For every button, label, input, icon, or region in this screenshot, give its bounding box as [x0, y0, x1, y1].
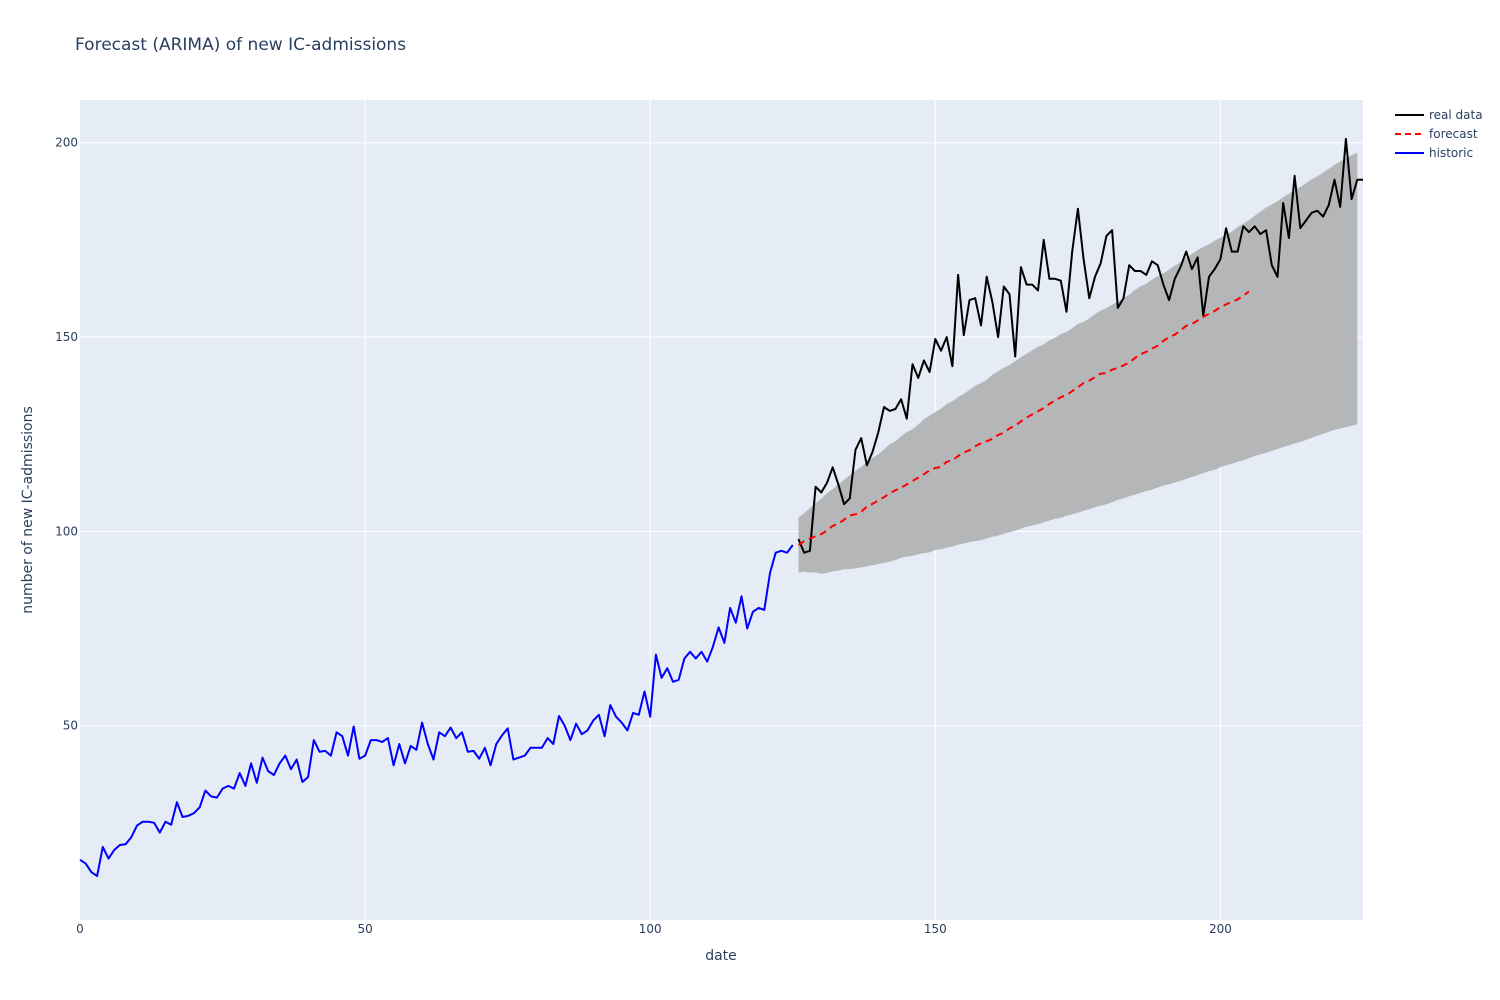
- y-axis-title: number of new IC-admissions: [20, 406, 36, 614]
- legend-label-forecast: forecast: [1429, 127, 1478, 141]
- legend-label-real-data: real data: [1429, 108, 1483, 122]
- x-tick-label: 200: [1209, 922, 1232, 936]
- plot-area: [80, 100, 1363, 920]
- forecast-series-line: [797, 290, 1250, 546]
- gridlines: [80, 100, 1363, 920]
- real-data-series-line: [797, 137, 1363, 554]
- y-tick-label: 50: [63, 719, 78, 733]
- legend[interactable]: real data forecast historic: [1395, 108, 1483, 160]
- series-layer: [79, 137, 1363, 878]
- x-tick-label: 50: [357, 922, 372, 936]
- y-tick-label: 150: [55, 330, 78, 344]
- legend-item-real-data[interactable]: real data: [1395, 108, 1483, 122]
- legend-label-historic: historic: [1429, 146, 1473, 160]
- x-tick-label: 0: [76, 922, 84, 936]
- historic-series-line: [79, 544, 794, 878]
- y-tick-label: 200: [55, 136, 78, 150]
- chart-title: Forecast (ARIMA) of new IC-admissions: [75, 35, 406, 55]
- tick-labels: 0 50 100 150 200 50 100 150 200: [55, 136, 1232, 936]
- x-tick-label: 150: [924, 922, 947, 936]
- y-tick-label: 100: [55, 524, 78, 538]
- x-axis-title: date: [705, 948, 737, 964]
- legend-item-forecast[interactable]: forecast: [1395, 127, 1478, 141]
- legend-item-historic[interactable]: historic: [1395, 146, 1473, 160]
- x-tick-label: 100: [639, 922, 662, 936]
